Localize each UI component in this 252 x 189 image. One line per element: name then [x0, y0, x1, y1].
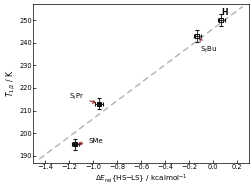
- Text: H: H: [220, 8, 227, 17]
- Text: S$_{i}$Pr: S$_{i}$Pr: [69, 92, 95, 103]
- Y-axis label: $\it{T}_{1/2}$ / K: $\it{T}_{1/2}$ / K: [4, 69, 17, 97]
- Text: SMe: SMe: [79, 138, 103, 145]
- Text: S$_t$Bu: S$_t$Bu: [199, 39, 216, 55]
- X-axis label: $\Delta \it{E}_{\rm rel}\rm\{HS\!\!-\!\!LS\}$ / kcalmol$^{-1}$: $\Delta \it{E}_{\rm rel}\rm\{HS\!\!-\!\!…: [94, 172, 186, 185]
